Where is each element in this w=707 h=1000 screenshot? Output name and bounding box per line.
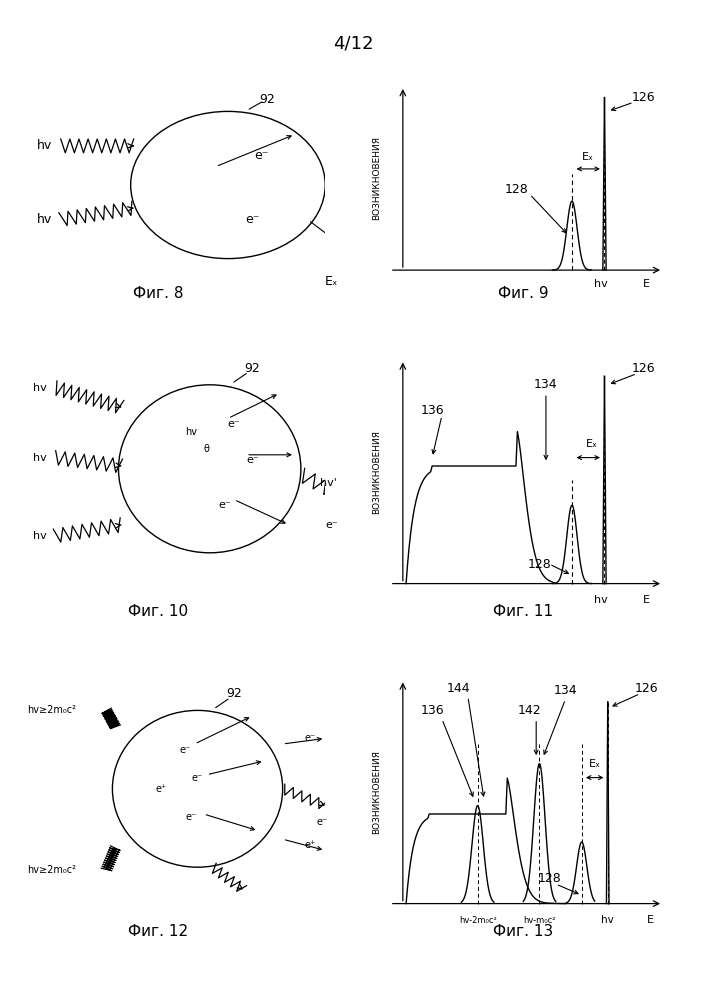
Text: 144: 144: [446, 682, 470, 694]
Text: e⁻: e⁻: [255, 149, 269, 162]
Text: e⁺: e⁺: [156, 784, 167, 794]
Text: 92: 92: [259, 93, 275, 106]
Text: Фиг. 9: Фиг. 9: [498, 286, 549, 301]
Text: hv: hv: [33, 383, 47, 393]
Text: E: E: [643, 595, 650, 605]
Text: e⁻: e⁻: [245, 213, 259, 226]
Text: hv: hv: [185, 427, 197, 437]
Text: 92: 92: [226, 687, 242, 700]
Text: 126: 126: [631, 361, 655, 374]
Text: 134: 134: [534, 378, 558, 391]
Text: 128: 128: [537, 872, 561, 885]
Text: hv: hv: [37, 213, 52, 226]
Text: Фиг. 13: Фиг. 13: [493, 924, 554, 939]
Text: hv≥2m₀c²: hv≥2m₀c²: [28, 705, 76, 715]
Text: hv≥2m₀c²: hv≥2m₀c²: [28, 865, 76, 875]
Text: Фиг. 12: Фиг. 12: [128, 924, 188, 939]
Text: 142: 142: [518, 704, 542, 717]
Text: e⁻: e⁻: [218, 500, 231, 510]
Text: e⁻: e⁻: [305, 733, 315, 743]
Text: e⁻: e⁻: [317, 817, 328, 827]
Text: hv: hv: [33, 453, 47, 463]
Text: hv: hv: [595, 279, 608, 289]
Text: 128: 128: [505, 183, 529, 196]
Text: 136: 136: [420, 403, 444, 416]
Text: 128: 128: [527, 558, 551, 570]
Text: Eₓ: Eₓ: [589, 759, 601, 769]
Text: 4/12: 4/12: [333, 35, 374, 53]
Text: ВОЗНИКНОВЕНИЯ: ВОЗНИКНОВЕНИЯ: [373, 136, 381, 220]
Text: 126: 126: [635, 682, 659, 694]
Text: Eₓ: Eₓ: [583, 152, 594, 162]
Text: e⁺: e⁺: [305, 840, 315, 850]
Text: e⁻: e⁻: [180, 745, 191, 755]
Text: hv: hv: [37, 139, 52, 152]
Text: θ: θ: [204, 444, 209, 454]
Text: hv-2m₀c²: hv-2m₀c²: [459, 916, 496, 925]
Text: e⁻: e⁻: [246, 455, 259, 465]
Text: e⁻: e⁻: [186, 812, 197, 822]
Text: hv: hv: [595, 595, 608, 605]
Text: 134: 134: [554, 684, 578, 697]
Text: Фиг. 10: Фиг. 10: [128, 604, 188, 619]
Text: e⁻: e⁻: [192, 773, 203, 783]
Text: ВОЗНИКНОВЕНИЯ: ВОЗНИКНОВЕНИЯ: [373, 430, 381, 514]
Text: hv-m₀c²: hv-m₀c²: [523, 916, 556, 925]
Text: e⁻: e⁻: [325, 520, 338, 530]
Text: 136: 136: [420, 704, 444, 717]
Text: hv': hv': [320, 478, 337, 488]
Text: Eₓ: Eₓ: [585, 439, 597, 449]
Text: e⁻: e⁻: [228, 419, 240, 429]
Text: 126: 126: [631, 91, 655, 104]
Text: Фиг. 11: Фиг. 11: [493, 604, 554, 619]
Text: Фиг. 8: Фиг. 8: [133, 286, 183, 301]
Text: ВОЗНИКНОВЕНИЯ: ВОЗНИКНОВЕНИЯ: [373, 750, 381, 834]
Text: hv: hv: [602, 915, 614, 925]
Text: E: E: [646, 915, 653, 925]
Text: 92: 92: [245, 361, 260, 374]
Text: hv: hv: [33, 531, 47, 541]
Text: E: E: [643, 279, 650, 289]
Text: Eₓ: Eₓ: [325, 275, 338, 288]
